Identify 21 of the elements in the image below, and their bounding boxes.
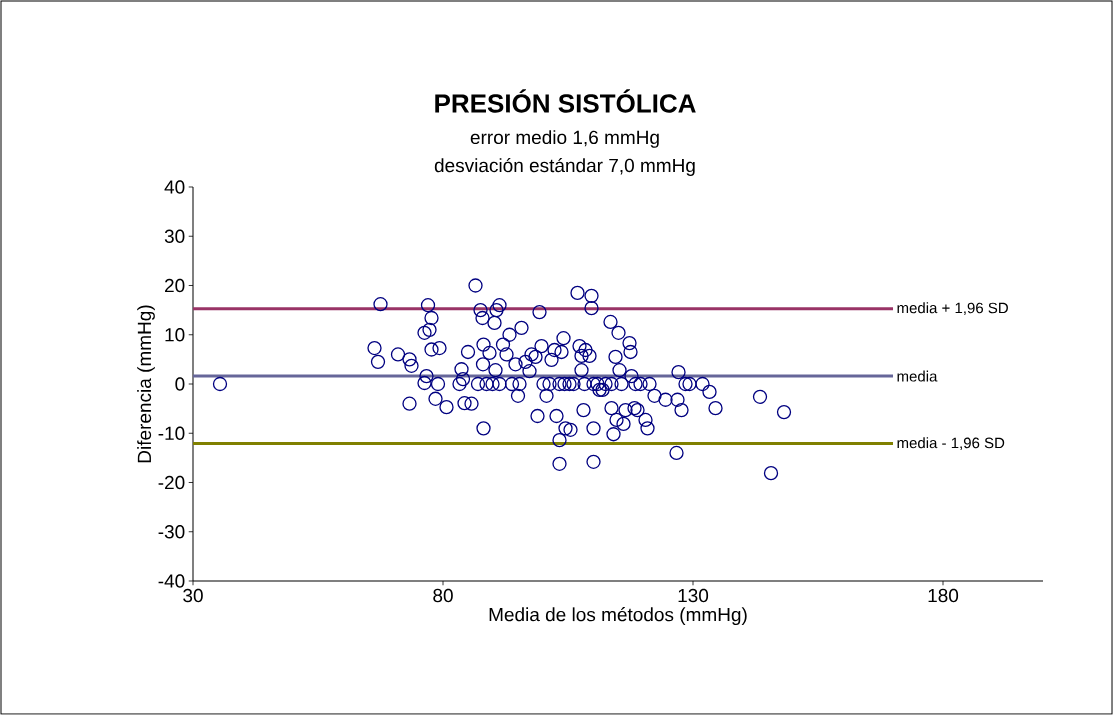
x-tick-label: 180 [928, 588, 959, 603]
y-tick-label: 0 [175, 377, 185, 391]
y-tick-label: 10 [165, 328, 185, 342]
y-tick-label: -10 [158, 426, 185, 440]
y-tick-label: -40 [158, 574, 185, 588]
text: desviación estándar 7,0 mmHg [434, 158, 695, 176]
series-label: media + 1,96 SD [897, 302, 1008, 316]
chart-subtitle: error medio 1,6 mmHg [470, 130, 659, 148]
x-axis-title: Media de los métodos (mmHg) [489, 607, 747, 626]
x-tick-label: 30 [183, 588, 203, 603]
y-tick-label: 40 [164, 180, 185, 194]
y-tick-label: -20 [158, 475, 185, 490]
y-tick-label: 20 [165, 278, 185, 293]
series-label: media [897, 370, 938, 382]
x-tick-label: 80 [433, 588, 453, 603]
x-tick-label: 130 [678, 588, 709, 603]
y-tick-label: 30 [164, 229, 185, 243]
series-label: media - 1,96 SD [897, 437, 1005, 450]
chart-title: PRESIÓN SISTÓLICA [435, 89, 696, 113]
y-tick-label: -30 [158, 525, 185, 539]
y-axis-title: Diferencia (mmHg) [137, 305, 155, 463]
